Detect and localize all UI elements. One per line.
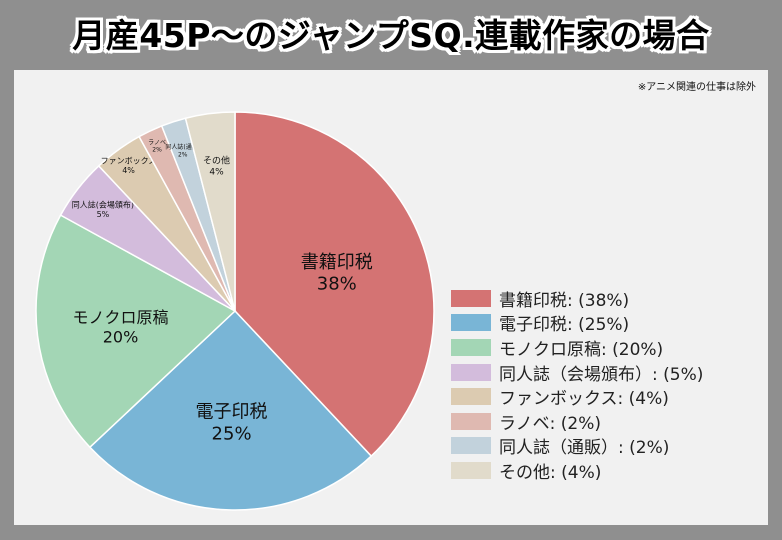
slice-percent: 38% — [317, 274, 357, 295]
slice-percent: 2% — [152, 147, 162, 154]
slice-label: 電子印税 — [196, 402, 268, 423]
slice-label: その他 — [203, 155, 230, 167]
legend-label: 電子印税: (25%) — [499, 315, 630, 336]
legend-label: モノクロ原稿: (20%) — [499, 339, 664, 360]
slice-percent: 25% — [212, 423, 252, 444]
slice-label: 同人誌(会場頒布) — [72, 199, 134, 209]
legend-item: モノクロ原稿: (20%) — [451, 335, 703, 360]
legend-swatch — [451, 461, 491, 479]
pie-slice — [234, 111, 435, 458]
slice-percent: 20% — [103, 327, 139, 346]
legend-swatch — [451, 388, 491, 406]
legend-item: ファンボックス: (4%) — [451, 384, 703, 409]
legend-swatch — [451, 412, 491, 430]
slice-label: モノクロ原稿 — [72, 308, 168, 327]
legend-swatch — [451, 314, 491, 332]
legend-item: ラノベ: (2%) — [451, 409, 703, 434]
legend-item: 電子印税: (25%) — [451, 311, 703, 336]
slice-percent: 2% — [178, 151, 188, 158]
legend-item: 同人誌（会場頒布）: (5%) — [451, 360, 703, 385]
legend-label: 同人誌（通販）: (2%) — [499, 438, 670, 459]
legend-label: ラノベ: (2%) — [499, 413, 602, 434]
legend-item: その他: (4%) — [451, 458, 703, 483]
pie-slice — [184, 111, 236, 312]
chart-panel: ※アニメ関連の仕事は除外 書籍印税 38% 電子印税 25% モノクロ原稿 20% 同人誌(… — [14, 70, 768, 525]
title-bar: 月産45P～のジャンプSQ.連載作家の場合 — [0, 0, 782, 66]
legend: 書籍印税: (38%) 電子印税: (25%) モノクロ原稿: (20%) 同人誌（会… — [451, 286, 703, 483]
slice-label: 同人誌(通販) — [165, 143, 200, 151]
legend-swatch — [451, 289, 491, 307]
slice-percent: 4% — [209, 167, 224, 177]
legend-label: ファンボックス: (4%) — [499, 389, 669, 410]
legend-swatch — [451, 338, 491, 356]
pie-slice — [88, 309, 373, 511]
slice-label: ラノベ — [148, 139, 166, 146]
slice-percent: 4% — [122, 166, 135, 175]
legend-swatch — [451, 363, 491, 381]
footnote: ※アニメ関連の仕事は除外 — [637, 82, 756, 93]
slice-label: ファンボックス — [101, 156, 157, 165]
legend-item: 同人誌（通販）: (2%) — [451, 434, 703, 459]
legend-label: その他: (4%) — [499, 462, 602, 483]
slice-label: 書籍印税 — [301, 252, 373, 273]
legend-item: 書籍印税: (38%) — [451, 286, 703, 311]
slice-percent: 5% — [97, 210, 110, 219]
legend-swatch — [451, 437, 491, 455]
pie-slice — [35, 214, 237, 449]
legend-label: 同人誌（会場頒布）: (5%) — [499, 364, 704, 385]
chart-title: 月産45P～のジャンプSQ.連載作家の場合 — [72, 16, 710, 55]
legend-label: 書籍印税: (38%) — [499, 290, 630, 311]
